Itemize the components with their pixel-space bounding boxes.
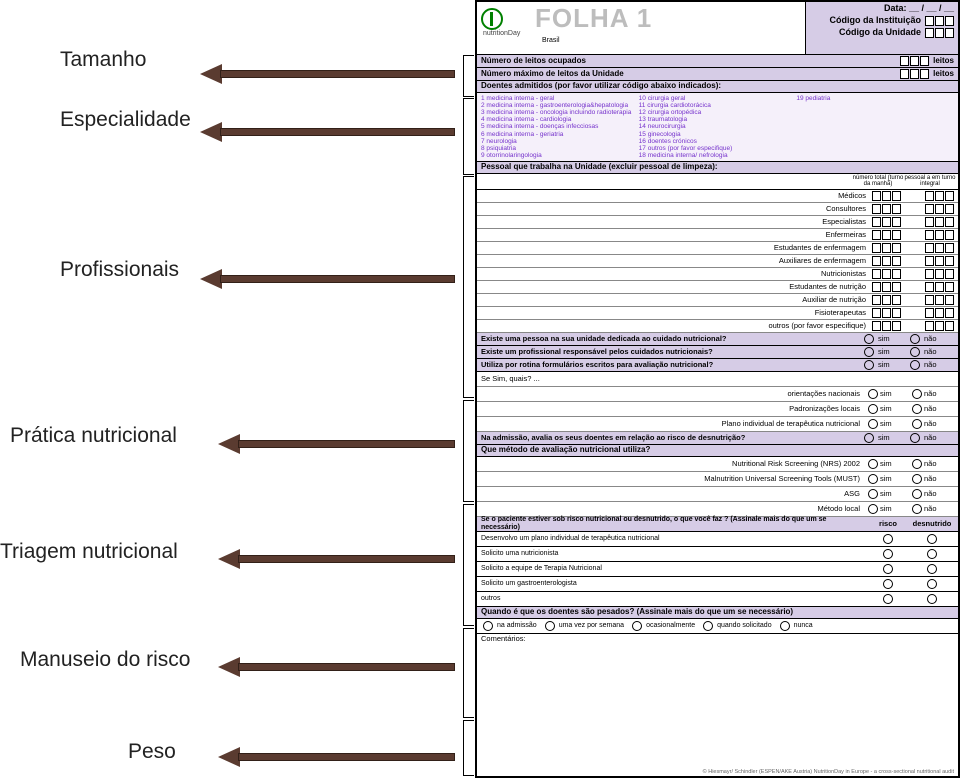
form-sheet: nutritionDay FOLHA 1 Brasil Data: __ / _… <box>475 0 960 778</box>
risk-row: Desenvolvo um plano individual de terapê… <box>477 532 958 547</box>
sub-row: Malnutrition Universal Screening Tools (… <box>477 472 958 487</box>
sesim: Se Sim, quais? ... <box>477 372 958 387</box>
peso-opts: na admissãouma vez por semanaocasionalme… <box>477 619 958 633</box>
bracket <box>463 176 474 398</box>
bracket <box>463 98 474 175</box>
staff-row: Auxiliares de enfermagem <box>477 255 958 268</box>
q3: Utiliza por rotina formulários escritos … <box>477 359 958 372</box>
band-leitos-max: Número máximo de leitos da Unidade leito… <box>477 68 958 81</box>
risk-row: outros <box>477 592 958 607</box>
arrow <box>218 552 455 566</box>
staff-row: Especialistas <box>477 216 958 229</box>
arrow <box>200 67 455 81</box>
sub-row: Nutritional Risk Screening (NRS) 2002sim… <box>477 457 958 472</box>
bracket <box>463 720 474 776</box>
arrow <box>218 750 455 764</box>
codes-table: 1 medicina interna - geral2 medicina int… <box>477 93 958 162</box>
bracket <box>463 504 474 626</box>
q4: Na admissão, avalia os seus doentes em r… <box>477 432 958 445</box>
staff-row: Enfermeiras <box>477 229 958 242</box>
q1: Existe uma pessoa na sua unidade dedicad… <box>477 333 958 346</box>
label-tamanho: Tamanho <box>60 48 146 72</box>
staff-row: outros (por favor especifique) <box>477 320 958 333</box>
comentarios: Comentários: <box>477 633 958 644</box>
staff-row: Médicos <box>477 190 958 203</box>
label-triagem: Triagem nutricional <box>0 540 178 564</box>
band-pessoal: Pessoal que trabalha na Unidade (excluir… <box>477 162 958 174</box>
band-leitos-ocup: Número de leitos ocupados leitos <box>477 55 958 68</box>
bracket <box>463 55 474 97</box>
risk-head: Se o paciente estiver sob risco nutricio… <box>477 517 958 532</box>
bracket <box>463 400 474 502</box>
q5: Que método de avaliação nutricional util… <box>477 445 958 457</box>
sub-row: orientações nacionaissimnão <box>477 387 958 402</box>
label-especialidade: Especialidade <box>60 108 191 132</box>
sub-row: Padronizações locaissimnão <box>477 402 958 417</box>
staff-row: Fisioterapeutas <box>477 307 958 320</box>
peso-q: Quando é que os doentes são pesados? (As… <box>477 607 958 619</box>
admit-label: Doentes admitidos (por favor utilizar có… <box>477 81 958 93</box>
nd-logo <box>481 8 503 30</box>
staff-head: número total (turno da manhã)pessoal a e… <box>477 174 958 190</box>
sub-row: Método localsimnão <box>477 502 958 517</box>
staff-row: Auxiliar de nutrição <box>477 294 958 307</box>
arrow <box>200 125 455 139</box>
staff-row: Estudantes de nutrição <box>477 281 958 294</box>
q2: Existe um profissional responsável pelos… <box>477 346 958 359</box>
unid-label: Código da Unidade <box>839 28 921 38</box>
risk-row: Solicito uma nutricionista <box>477 547 958 562</box>
label-profissionais: Profissionais <box>60 258 179 282</box>
folha-title: FOLHA 1 <box>535 4 652 33</box>
risk-row: Solicito um gastroenterologista <box>477 577 958 592</box>
nd-text: nutritionDay <box>483 30 520 38</box>
sub-row: Plano individual de terapêutica nutricio… <box>477 417 958 432</box>
arrow <box>218 660 455 674</box>
inst-label: Código da Instituição <box>830 16 922 26</box>
sub-row: ASGsimnão <box>477 487 958 502</box>
staff-row: Estudantes de enfermagem <box>477 242 958 255</box>
staff-row: Consultores <box>477 203 958 216</box>
arrow <box>218 437 455 451</box>
brasil-label: Brasil <box>542 37 560 45</box>
label-pratica: Prática nutricional <box>10 424 177 448</box>
label-manuseio: Manuseio do risco <box>20 648 190 672</box>
bracket <box>463 628 474 718</box>
footer: © Hiesmayr/ Schindler (ESPEN/AKE Austria… <box>703 769 954 775</box>
data-label: Data: __ / __ / __ <box>884 4 954 14</box>
label-peso: Peso <box>128 740 176 764</box>
risk-row: Solicito a equipe de Terapia Nutricional <box>477 562 958 577</box>
staff-row: Nutricionistas <box>477 268 958 281</box>
arrow <box>200 272 455 286</box>
